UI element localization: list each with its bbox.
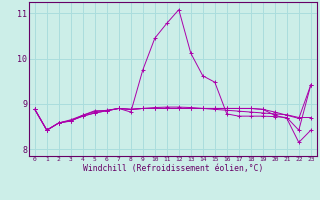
X-axis label: Windchill (Refroidissement éolien,°C): Windchill (Refroidissement éolien,°C) [83,164,263,173]
